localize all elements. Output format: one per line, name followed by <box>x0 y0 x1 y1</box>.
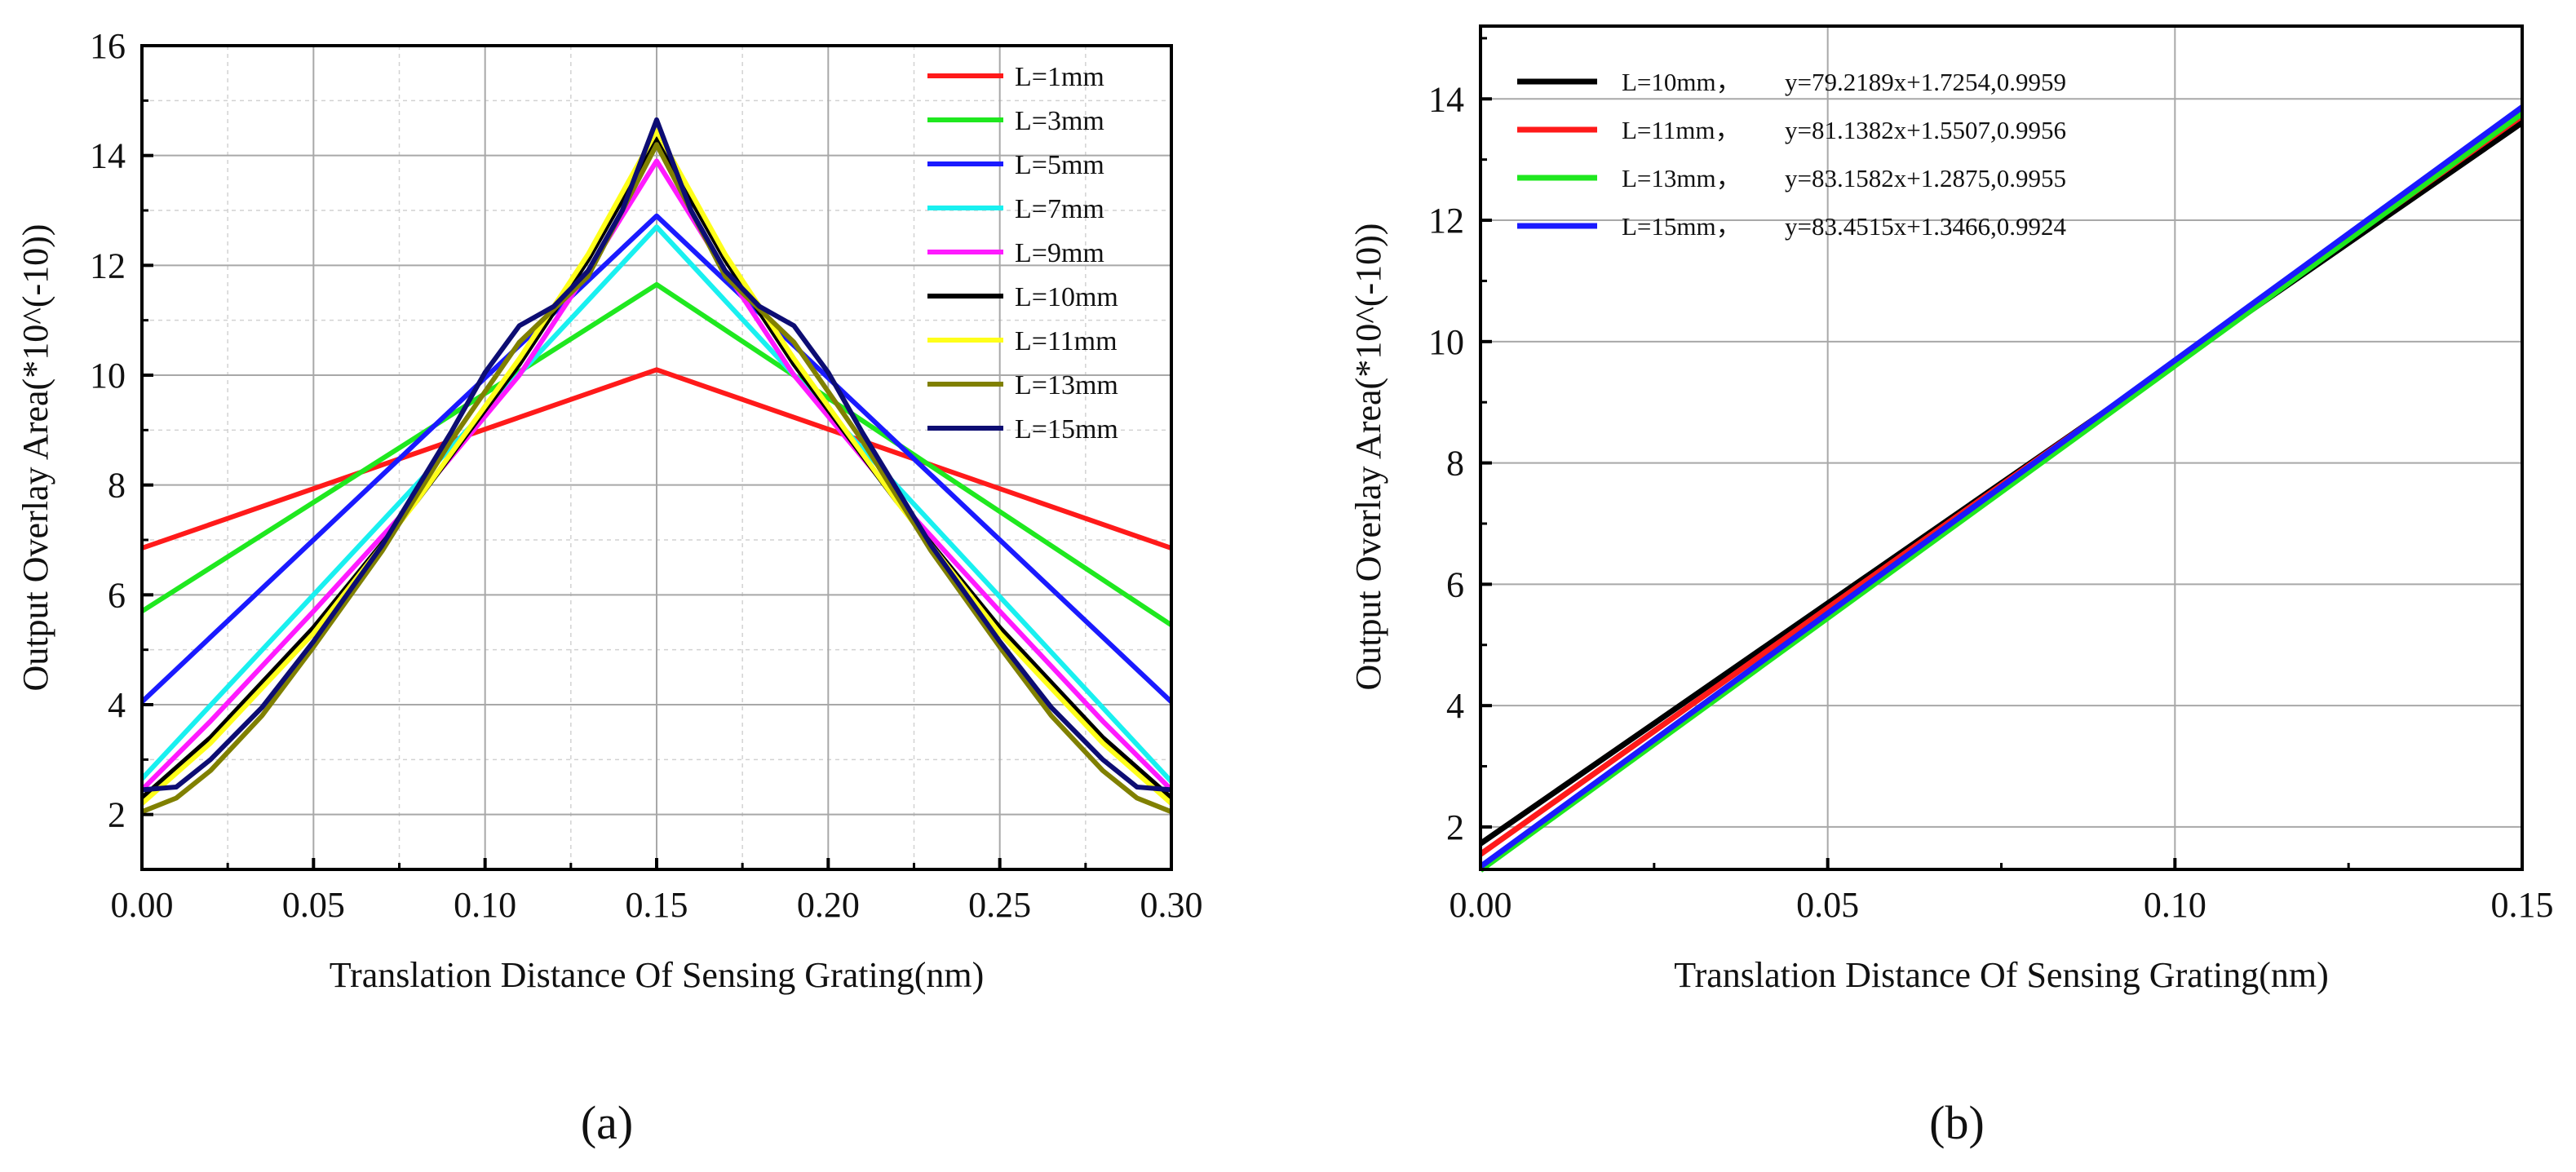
legend-label: L=1mm <box>1015 62 1104 92</box>
y-tick-label: 4 <box>1446 686 1464 726</box>
series-line-L=15mm <box>141 117 1172 793</box>
legend-label: L=7mm <box>1015 194 1104 224</box>
y-tick-label: 4 <box>108 685 126 725</box>
panel-b: 0.00 0.05 0.10 0.15 2 4 6 8 10 12 14 Translation Di… <box>1348 24 2554 1149</box>
legend-equation: y=79.2189x+1.7254,0.9959 <box>1785 68 2066 96</box>
y-tick-label: 2 <box>108 795 126 835</box>
x-tick-label: 0.25 <box>968 885 1031 925</box>
y-tick-label: 12 <box>90 245 126 285</box>
y-tick-label: 14 <box>1428 79 1464 119</box>
legend-equation: y=83.4515x+1.3466,0.9924 <box>1785 212 2066 241</box>
legend: L=10mm， y=79.2189x+1.7254,0.9959 L=11mm， y=… <box>1517 68 2066 241</box>
y-axis-label: Output Overlay Area(*10^(-10)) <box>1348 223 1388 691</box>
series-line-L=10mm <box>140 136 1173 800</box>
x-tick-label: 0.15 <box>626 885 688 925</box>
x-tick-label: 0.15 <box>2491 885 2554 925</box>
x-axis-label: Translation Distance Of Sensing Grating(… <box>330 955 984 995</box>
series-line-L=9mm <box>139 158 1174 792</box>
legend: L=1mm L=3mm L=5mm L=7mm L=9mm L=10mm L=11mm L=1… <box>927 62 1118 444</box>
legend-label: L=5mm <box>1015 150 1104 180</box>
series-line-L=5mm <box>139 213 1174 704</box>
y-tick-label: 16 <box>90 26 126 66</box>
y-tick-label: 14 <box>90 136 126 176</box>
legend-label: L=3mm <box>1015 106 1104 136</box>
y-tick-label: 6 <box>1446 564 1464 604</box>
y-tick-label: 12 <box>1428 201 1464 241</box>
legend-label: L=11mm， <box>1622 116 1741 144</box>
series-line-L=3mm <box>140 281 1173 627</box>
series-line-L=7mm <box>139 224 1174 784</box>
legend-label: L=13mm， <box>1622 164 1742 192</box>
series-line-L=15mm， <box>1478 104 2525 869</box>
legend-label: L=10mm， <box>1622 68 1742 96</box>
y-tick-label: 2 <box>1446 807 1464 847</box>
panel-a: 0.00 0.05 0.10 0.15 0.20 0.25 0.30 2 4 6 8 10 12 14 16… <box>15 26 1203 1149</box>
x-tick-label: 0.20 <box>797 885 860 925</box>
y-axis-label: Output Overlay Area(*10^(-10)) <box>15 224 55 692</box>
legend-label: L=11mm <box>1015 326 1118 356</box>
legend-label: L=15mm， <box>1622 212 1742 241</box>
legend-label: L=15mm <box>1015 414 1118 444</box>
x-tick-label: 0.05 <box>1796 885 1859 925</box>
y-tick-label: 8 <box>1446 444 1464 484</box>
series-line-L=1mm <box>141 367 1172 551</box>
legend-label: L=13mm <box>1015 370 1118 400</box>
x-tick-label: 0.00 <box>111 885 174 925</box>
series-line-L=13mm， <box>1478 111 2525 873</box>
panel-label: (a) <box>581 1096 633 1149</box>
x-tick-label: 0.10 <box>454 885 516 925</box>
series-line-L=11mm <box>140 128 1173 806</box>
x-tick-label: 0.10 <box>2144 885 2206 925</box>
y-tick-label: 10 <box>1428 322 1464 362</box>
y-tick-label: 6 <box>108 575 126 615</box>
y-tick-label: 10 <box>90 356 126 396</box>
y-tick-label: 8 <box>108 466 126 506</box>
x-tick-label: 0.00 <box>1450 885 1512 925</box>
x-tick-label: 0.05 <box>282 885 345 925</box>
x-tick-label: 0.30 <box>1140 885 1203 925</box>
legend-equation: y=83.1582x+1.2875,0.9955 <box>1785 164 2066 192</box>
x-axis-label: Translation Distance Of Sensing Grating(… <box>1674 955 2328 995</box>
legend-label: L=9mm <box>1015 238 1104 268</box>
legend-label: L=10mm <box>1015 282 1118 312</box>
legend-equation: y=81.1382x+1.5507,0.9956 <box>1785 116 2066 144</box>
series-line-L=13mm <box>140 142 1173 815</box>
panel-label: (b) <box>1929 1096 1985 1149</box>
